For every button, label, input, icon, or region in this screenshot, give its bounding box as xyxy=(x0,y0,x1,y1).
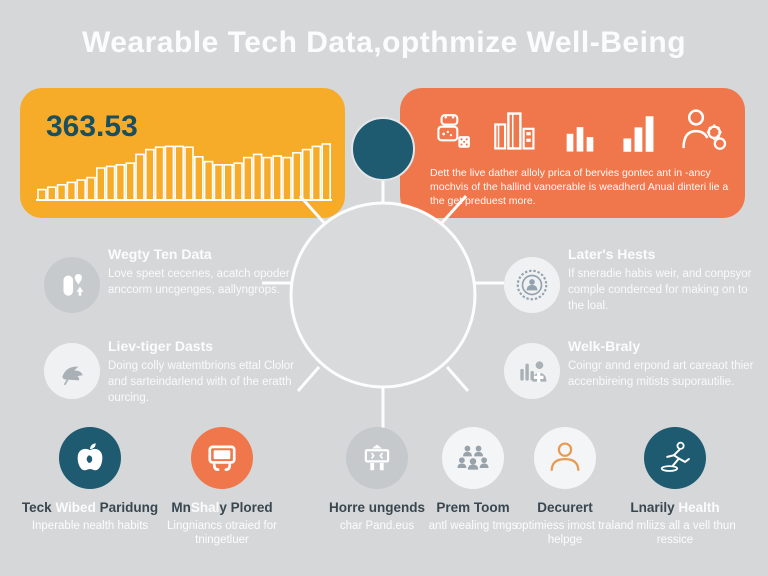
wearable-device-icon xyxy=(191,427,253,489)
bottom-item-lnarily: Lnarily Health and mliizs all a vell thu… xyxy=(605,427,745,548)
bottom-item-subtext: char Pand.eus xyxy=(339,519,415,532)
billboard-icon xyxy=(346,427,408,489)
health-stats-icon xyxy=(504,343,560,399)
info-card-text: Dett the live dather alloly prica of ber… xyxy=(430,167,729,208)
bottom-item-prem: Prem Toom antl wealing tmgs xyxy=(413,427,533,533)
apple-icon xyxy=(59,427,121,489)
bottom-item-teck: Teck Wibed Paridung Inperable nealth hab… xyxy=(15,427,165,533)
section-liev: Liev-tiger Dasts Doing colly watemtbrion… xyxy=(108,338,296,407)
people-group-icon xyxy=(442,427,504,489)
dove-icon xyxy=(44,343,100,399)
bottom-item-subtext: and mliizs all a vell thun ressice xyxy=(614,519,736,547)
bottom-item-subtext: antl wealing tmgs xyxy=(428,519,518,532)
bottom-item-mnshaly: MnShaly Plored Lingniancs otraied for tn… xyxy=(152,427,292,548)
bottom-item-subtext: optimiess imost tral helpge xyxy=(515,519,615,547)
bottom-item-label: Teck Wibed Paridung xyxy=(21,500,159,515)
section-later: Later's Hests If sneradie habis weir, an… xyxy=(568,246,756,315)
bar-chart xyxy=(36,143,332,201)
bar-chart-small-icon xyxy=(566,127,593,152)
stat-card: 363.53 xyxy=(20,88,345,218)
bottom-item-subtext: Lingniancs otraied for tningetluer xyxy=(167,519,277,547)
section-title: Liev-tiger Dasts xyxy=(108,338,214,354)
info-card: Dett the live dather alloly prica of ber… xyxy=(400,88,745,218)
section-title: Wegty Ten Data xyxy=(108,246,212,262)
bottom-item-decurert: Decurert optimiess imost tral helpge xyxy=(505,427,625,548)
runner-icon xyxy=(644,427,706,489)
page-title: Wearable Tech Data,opthmize Well-Being xyxy=(81,26,687,59)
bottom-item-label: Horre ungends xyxy=(328,500,425,515)
section-title: Welk-Braly xyxy=(568,338,641,354)
bar-chart-rising-icon xyxy=(623,116,654,152)
section-body: Coingr annd erpond art careaot thier acc… xyxy=(568,360,754,388)
hub-circle xyxy=(289,201,477,389)
section-body: If sneradie habis weir, and conpsyor com… xyxy=(568,268,752,312)
bottom-item-label: Decurert xyxy=(537,500,593,515)
seal-icon xyxy=(504,257,560,313)
bottom-item-label: Lnarily Health xyxy=(630,500,720,515)
bottom-item-horre: Horre ungends char Pand.eus xyxy=(307,427,447,533)
person-gear-icon xyxy=(682,109,727,150)
section-body: Doing colly watemtbrions ettal Clolor an… xyxy=(108,360,294,404)
bottom-item-subtext: Inperable nealth habits xyxy=(31,519,149,532)
smartwatch-icon xyxy=(437,114,470,148)
section-title: Later's Hests xyxy=(568,246,656,262)
section-wegty: Wegty Ten Data Love speet cecenes, acatc… xyxy=(108,246,296,299)
person-outline-icon xyxy=(534,427,596,489)
info-card-icon-row xyxy=(430,100,729,156)
hub-node xyxy=(351,117,415,181)
section-welk: Welk-Braly Coingr annd erpond art careao… xyxy=(568,338,756,391)
section-body: Love speet cecenes, acatch opoder anccor… xyxy=(108,268,290,296)
bottom-item-label: Prem Toom xyxy=(436,500,510,515)
stat-value: 363.53 xyxy=(46,110,138,143)
watch-pin-icon xyxy=(44,257,100,313)
bottom-item-label: MnShaly Plored xyxy=(171,500,273,515)
buildings-icon xyxy=(493,112,535,150)
